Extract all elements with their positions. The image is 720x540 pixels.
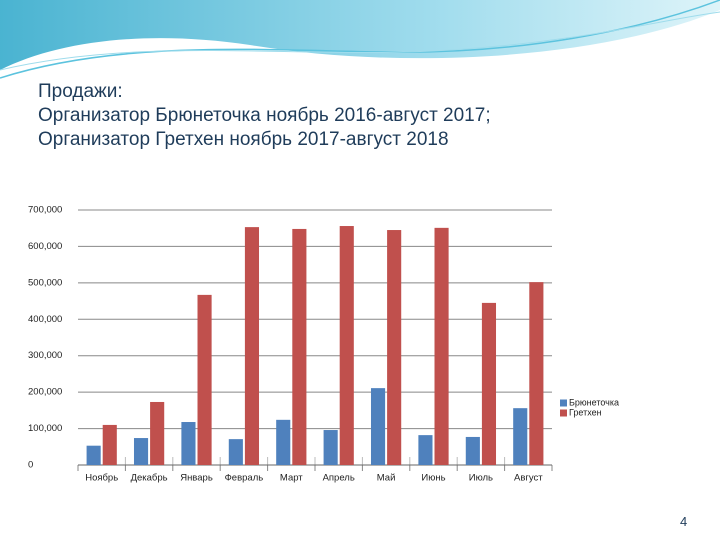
y-tick-label: 300,000 (28, 350, 62, 361)
bar (323, 430, 338, 465)
y-tick-label: 0 (28, 460, 33, 471)
y-tick-label: 700,000 (28, 205, 62, 216)
chart: 0 100,000 200,000 300,000 400,000 500,000 600,… (28, 205, 619, 484)
bar (339, 226, 354, 465)
bar (102, 424, 117, 465)
title-line: Продажи: (38, 81, 123, 102)
x-tick-label: Январь (180, 473, 213, 484)
x-tick-label: Май (377, 473, 396, 484)
bar (529, 282, 544, 465)
bar (418, 435, 433, 465)
y-tick-label: 100,000 (28, 423, 62, 434)
bar (228, 439, 243, 465)
bar (513, 408, 528, 465)
bar (481, 302, 497, 465)
x-tick-label: Февраль (225, 473, 264, 484)
x-tick-label: Март (280, 473, 303, 484)
bar (387, 230, 402, 465)
plot-area (78, 210, 552, 465)
title-line: Организатор Гретхен ноябрь 2017-август 2… (38, 129, 449, 150)
bar (86, 445, 101, 465)
page-number: 4 (680, 514, 687, 529)
bar (150, 401, 165, 465)
legend-swatch (560, 409, 567, 417)
x-tick-label: Апрель (323, 473, 355, 484)
bar (197, 294, 212, 465)
y-tick-label: 600,000 (28, 241, 62, 252)
legend-swatch (560, 399, 567, 407)
x-tick-label: Июль (469, 473, 493, 484)
bar (181, 422, 196, 465)
title-line: Организатор Брюнеточка ноябрь 2016-авгус… (38, 105, 491, 126)
legend-label: Гретхен (569, 407, 602, 417)
bar (292, 228, 307, 465)
legend-label: Брюнеточка (569, 397, 619, 407)
bar (244, 227, 260, 465)
bar (133, 438, 149, 465)
bar (434, 227, 449, 465)
x-tick-label: Август (514, 473, 543, 484)
y-tick-label: 400,000 (28, 314, 62, 325)
x-tick-label: Ноябрь (85, 473, 118, 484)
y-tick-label: 200,000 (28, 387, 62, 398)
y-tick-label: 500,000 (28, 277, 62, 288)
x-tick-label: Июнь (421, 473, 445, 484)
bar (370, 388, 386, 465)
header-wave (0, 0, 720, 79)
bar (276, 419, 291, 465)
bar (465, 436, 480, 465)
x-tick-label: Декабрь (131, 473, 168, 484)
